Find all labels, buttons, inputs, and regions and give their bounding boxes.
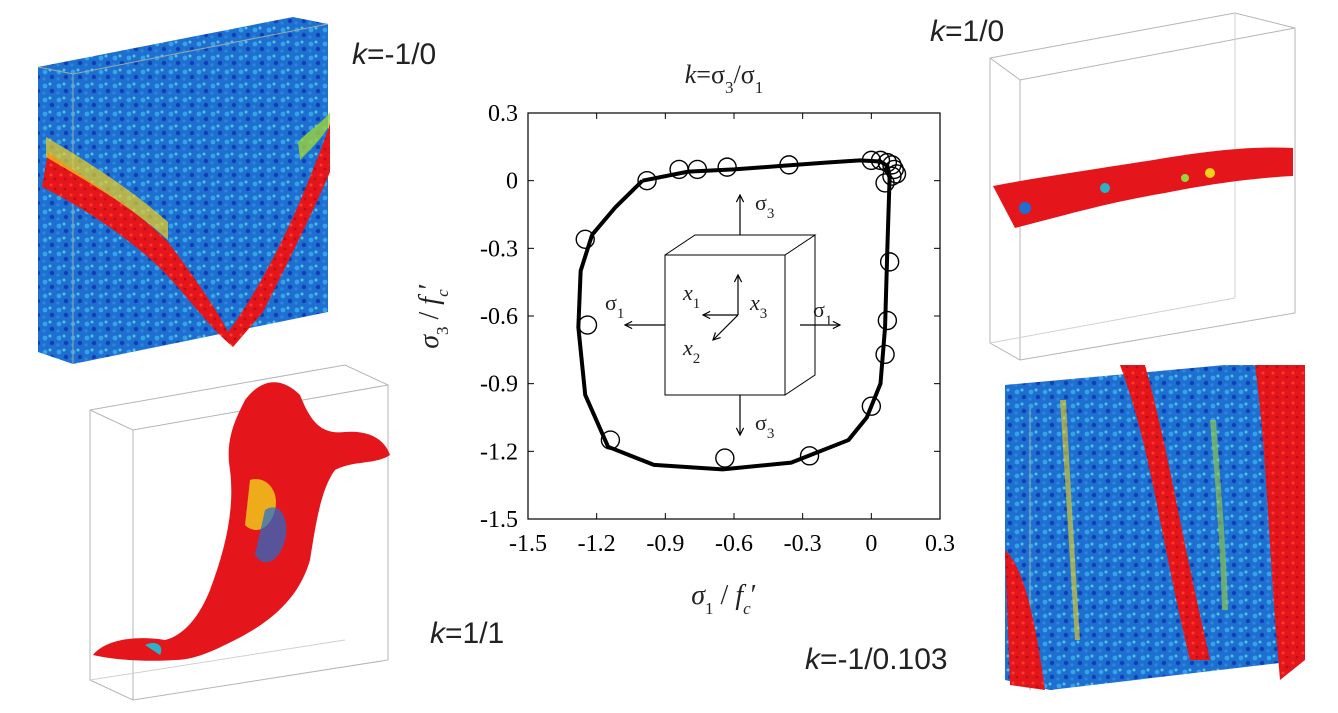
y-tick-label: -0.9 xyxy=(480,372,518,398)
y-axis-label: σ3 / fc′ xyxy=(414,283,452,349)
data-point xyxy=(669,159,689,180)
data-point xyxy=(637,170,657,191)
y-tick-label: -1.5 xyxy=(480,507,518,533)
k-equals: = xyxy=(820,643,838,676)
k-value: -1/0.103 xyxy=(837,643,948,676)
x2-axis-arrow-head xyxy=(712,332,721,341)
data-point xyxy=(861,150,882,171)
sigma3-bottom-arrow-head xyxy=(735,427,745,437)
k-symbol: k xyxy=(930,15,945,48)
specimen-bottom-left-image xyxy=(89,364,390,701)
inset-cube-side xyxy=(784,235,816,396)
y-tick-label: -0.6 xyxy=(480,304,518,330)
k-symbol: k xyxy=(805,643,820,676)
sigma3-top-arrow-head xyxy=(735,193,745,203)
k-symbol: k xyxy=(352,38,367,71)
specimen-top-left xyxy=(28,12,348,372)
x-tick-label: -1.5 xyxy=(509,531,547,557)
k-value: 1/0 xyxy=(962,15,1005,48)
k-symbol: k xyxy=(430,617,445,650)
inset-cube-front xyxy=(664,254,786,396)
specimen-bottom-right-image xyxy=(1005,365,1305,690)
chart-title: k=σ3/σ1 xyxy=(685,60,763,97)
data-point xyxy=(717,157,737,177)
sigma1-right-label: σ1 xyxy=(813,297,832,329)
data-point xyxy=(687,159,708,180)
data-point xyxy=(577,315,598,335)
y-tick-label: -0.3 xyxy=(480,236,518,262)
specimen-bottom-left xyxy=(85,360,405,705)
x-tick-label: -0.6 xyxy=(715,531,753,557)
x3-label: x3 xyxy=(749,290,767,322)
data-point xyxy=(877,310,898,331)
k-equals: = xyxy=(945,15,963,48)
x3-axis-arrow-head xyxy=(733,273,743,283)
specimen-top-left-image xyxy=(37,17,330,364)
data-point xyxy=(715,448,735,468)
y-tick-label: 0 xyxy=(506,169,518,195)
specimen-top-right-image xyxy=(989,12,1296,361)
k-label-bottom-left: k=1/1 xyxy=(430,617,504,651)
data-point xyxy=(882,166,902,186)
data-point xyxy=(879,252,900,272)
data-point xyxy=(575,229,595,250)
data-point xyxy=(779,155,799,175)
yield-surface-chart: k=σ3/σ1 -1.5 -1.2 -0.9 -0.6 -0.3 0 0.3 0.3 0 -0.3 -… xyxy=(414,60,955,618)
failure-envelope-line xyxy=(576,158,892,472)
x1-axis-arrow-head xyxy=(701,310,711,320)
sigma1-right-arrow-head xyxy=(832,320,842,330)
data-point xyxy=(882,155,902,175)
data-point xyxy=(861,396,882,416)
x-tick-label: -0.9 xyxy=(646,531,684,557)
inset-cube-top xyxy=(664,234,817,256)
k-label-top-right: k=1/0 xyxy=(930,15,1004,49)
data-point xyxy=(875,173,895,193)
k-value: 1/1 xyxy=(462,617,505,650)
k-equals: = xyxy=(367,38,385,71)
k-value: -1/0 xyxy=(384,38,437,71)
x-axis-label: σ1 / fc′ xyxy=(691,580,757,618)
x2-label: x2 xyxy=(682,335,700,367)
data-point xyxy=(799,446,820,466)
k-equals: = xyxy=(445,617,463,650)
x-tick-label: 0.3 xyxy=(925,531,955,557)
x-tick-label: 0 xyxy=(865,531,877,557)
k-label-bottom-right: k=-1/0.103 xyxy=(805,643,948,677)
sigma1-left-label: σ1 xyxy=(605,290,624,322)
specimen-bottom-right xyxy=(1000,360,1315,705)
y-tick-label: 0.3 xyxy=(488,101,518,127)
x1-label: x1 xyxy=(682,280,700,312)
sigma3-bottom-label: σ3 xyxy=(755,410,774,442)
k-label-top-left: k=-1/0 xyxy=(352,38,436,72)
x-tick-label: -1.2 xyxy=(578,531,616,557)
x2-axis-arrow xyxy=(712,314,739,341)
data-point xyxy=(875,344,895,365)
x-tick-label: -0.3 xyxy=(784,531,822,557)
sigma3-top-label: σ3 xyxy=(755,190,774,222)
chart-panel: k=σ3/σ1 -1.5 -1.2 -0.9 -0.6 -0.3 0 0.3 0.3 0 -0.3 -… xyxy=(400,55,960,625)
specimen-top-right xyxy=(985,8,1305,363)
sigma1-left-arrow-head xyxy=(623,320,633,330)
y-tick-label: -1.2 xyxy=(480,439,518,465)
data-point xyxy=(600,430,621,450)
